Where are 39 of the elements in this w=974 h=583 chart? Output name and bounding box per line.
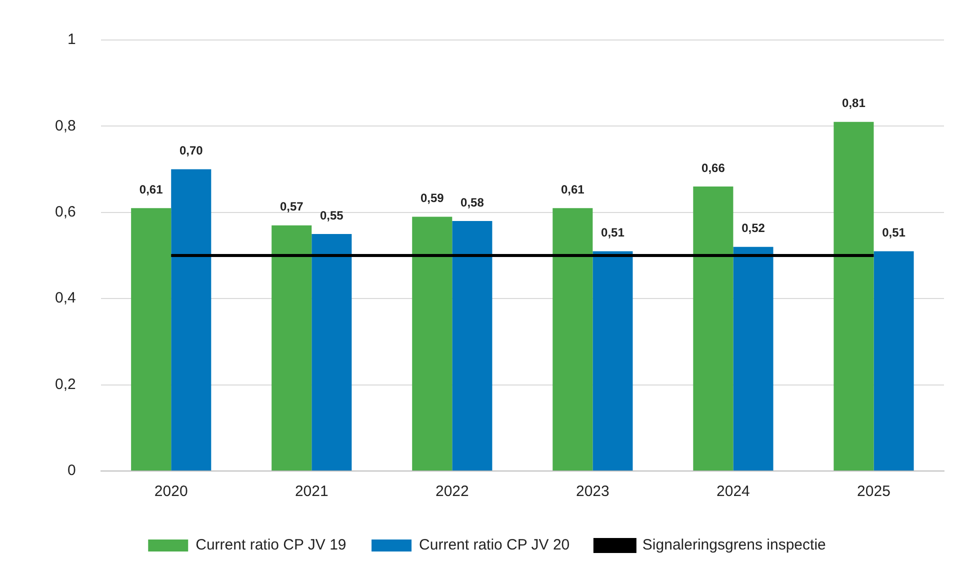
bar bbox=[452, 221, 492, 470]
y-tick-label: 0,2 bbox=[54, 376, 76, 393]
x-tick-label: 2025 bbox=[857, 483, 890, 500]
legend-label: Current ratio CP JV 19 bbox=[196, 536, 346, 554]
y-tick-label: 0 bbox=[68, 462, 76, 480]
data-label: 0,81 bbox=[842, 96, 866, 110]
x-tick-label: 2023 bbox=[576, 483, 610, 500]
x-tick-label: 2020 bbox=[154, 483, 188, 500]
bar bbox=[312, 234, 352, 470]
data-label: 0,51 bbox=[882, 226, 906, 240]
data-label: 0,61 bbox=[560, 182, 585, 196]
legend-label: Current ratio CP JV 20 bbox=[419, 536, 570, 554]
data-label: 0,57 bbox=[280, 200, 304, 214]
data-label: 0,58 bbox=[460, 195, 484, 210]
data-label: 0,61 bbox=[139, 182, 164, 196]
bar bbox=[131, 208, 172, 470]
y-tick-label: 0,4 bbox=[54, 290, 76, 307]
data-label: 0,59 bbox=[420, 191, 444, 206]
data-label: 0,55 bbox=[320, 208, 344, 222]
data-label: 0,70 bbox=[179, 144, 204, 158]
y-tick-label: 0,6 bbox=[54, 204, 76, 221]
bar bbox=[412, 216, 452, 470]
bar bbox=[834, 122, 874, 470]
x-tick-label: 2024 bbox=[716, 483, 750, 500]
bar bbox=[874, 251, 914, 470]
bar bbox=[171, 169, 212, 470]
x-tick-label: 2021 bbox=[294, 483, 328, 500]
bar bbox=[733, 246, 774, 470]
data-label: 0,51 bbox=[601, 226, 625, 240]
bar bbox=[693, 186, 734, 470]
bar bbox=[552, 208, 593, 470]
y-tick-label: 0,8 bbox=[54, 117, 76, 134]
y-tick-label: 1 bbox=[68, 31, 76, 48]
bar bbox=[272, 225, 312, 470]
legend-label: Signaleringsgrens inspectie bbox=[642, 536, 826, 554]
x-tick-label: 2022 bbox=[435, 483, 469, 500]
bar bbox=[592, 251, 633, 470]
data-label: 0,52 bbox=[742, 221, 766, 236]
data-label: 0,66 bbox=[702, 160, 726, 175]
